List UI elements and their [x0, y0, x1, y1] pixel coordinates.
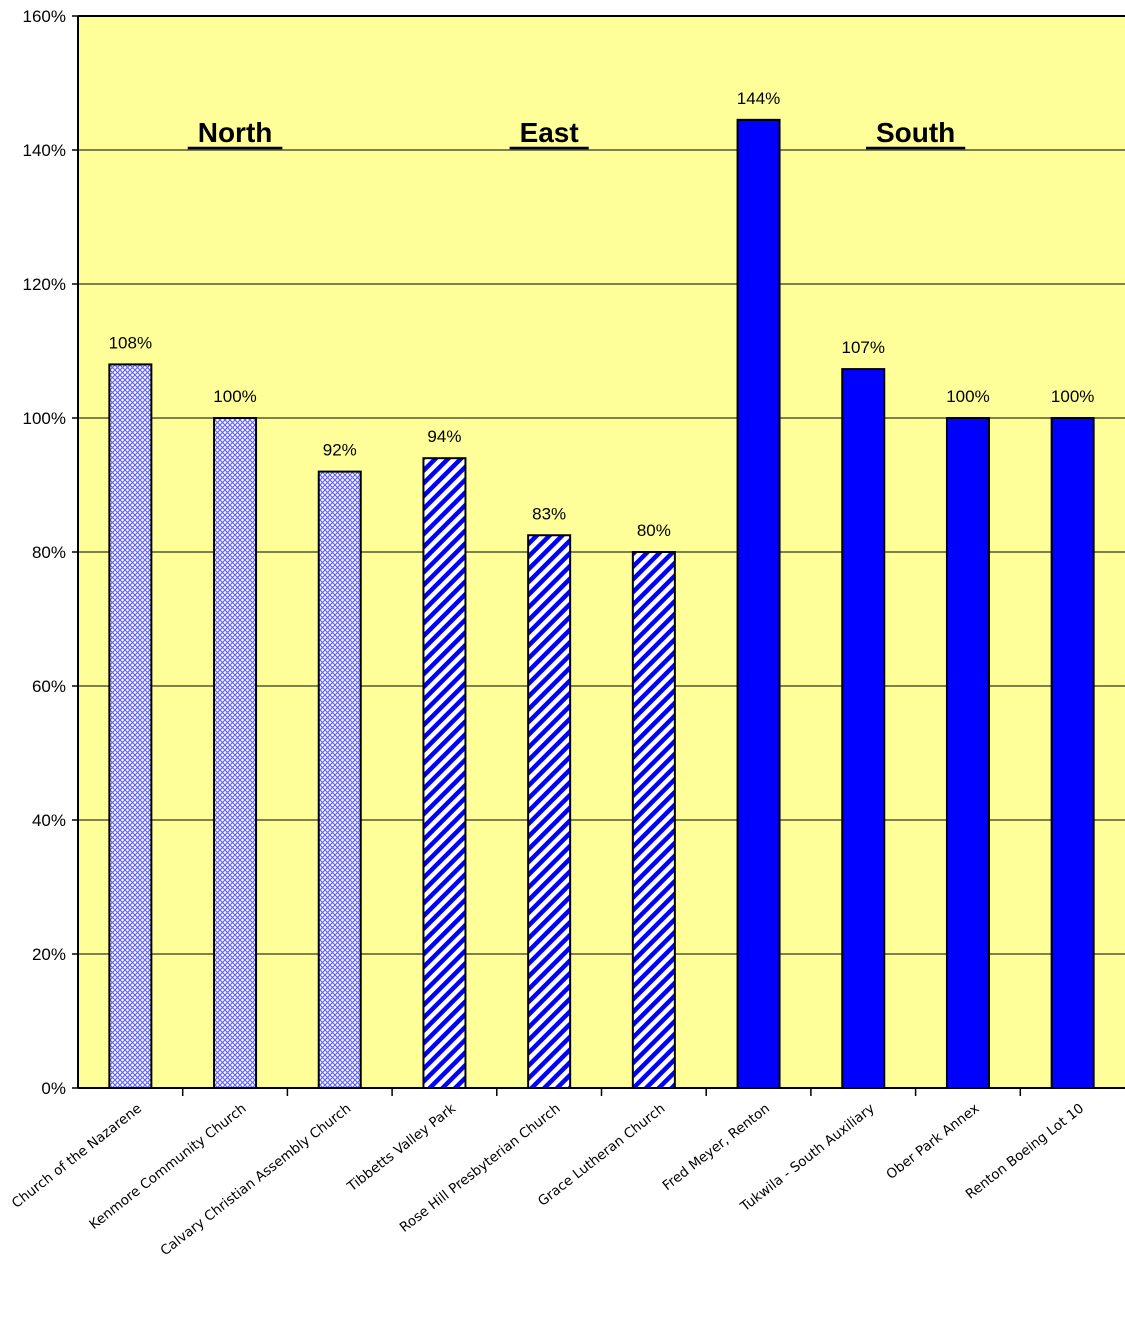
y-tick-label: 40%: [32, 811, 66, 830]
data-label: 108%: [109, 333, 152, 352]
bar: [945, 417, 990, 1089]
data-label: 144%: [737, 89, 780, 108]
bar: [1050, 417, 1095, 1089]
x-tick-label: Tibbetts Valley Park: [344, 1100, 459, 1195]
bar: [631, 551, 676, 1089]
y-tick-label: 120%: [23, 275, 66, 294]
data-label: 92%: [323, 441, 357, 460]
data-label: 100%: [1051, 387, 1094, 406]
x-tick-label: Calvary Christian Assembly Church: [157, 1101, 354, 1260]
region-label: North: [198, 117, 273, 148]
data-label: 80%: [637, 521, 671, 540]
bar: [527, 534, 572, 1089]
x-tick-label: Renton Boeing Lot 10: [963, 1101, 1087, 1203]
bar: [317, 470, 362, 1090]
data-label: 100%: [213, 387, 256, 406]
data-label: 94%: [427, 427, 461, 446]
data-label: 100%: [946, 387, 989, 406]
data-label: 107%: [842, 338, 885, 357]
bar: [841, 368, 886, 1089]
x-tick-label: Fred Meyer, Renton: [660, 1101, 773, 1194]
bar: [422, 457, 467, 1089]
data-label: 83%: [532, 504, 566, 523]
y-tick-label: 0%: [41, 1079, 66, 1098]
y-tick-label: 100%: [23, 409, 66, 428]
x-tick-label: Ober Park Annex: [883, 1101, 982, 1183]
bar: [213, 417, 258, 1089]
y-tick-label: 140%: [23, 141, 66, 160]
region-label: East: [520, 117, 579, 148]
y-tick-label: 80%: [32, 543, 66, 562]
y-tick-label: 60%: [32, 677, 66, 696]
bar: [108, 363, 153, 1089]
y-tick-label: 20%: [32, 945, 66, 964]
region-label: South: [876, 117, 955, 148]
y-tick-label: 160%: [23, 7, 66, 26]
bar: [736, 118, 781, 1090]
